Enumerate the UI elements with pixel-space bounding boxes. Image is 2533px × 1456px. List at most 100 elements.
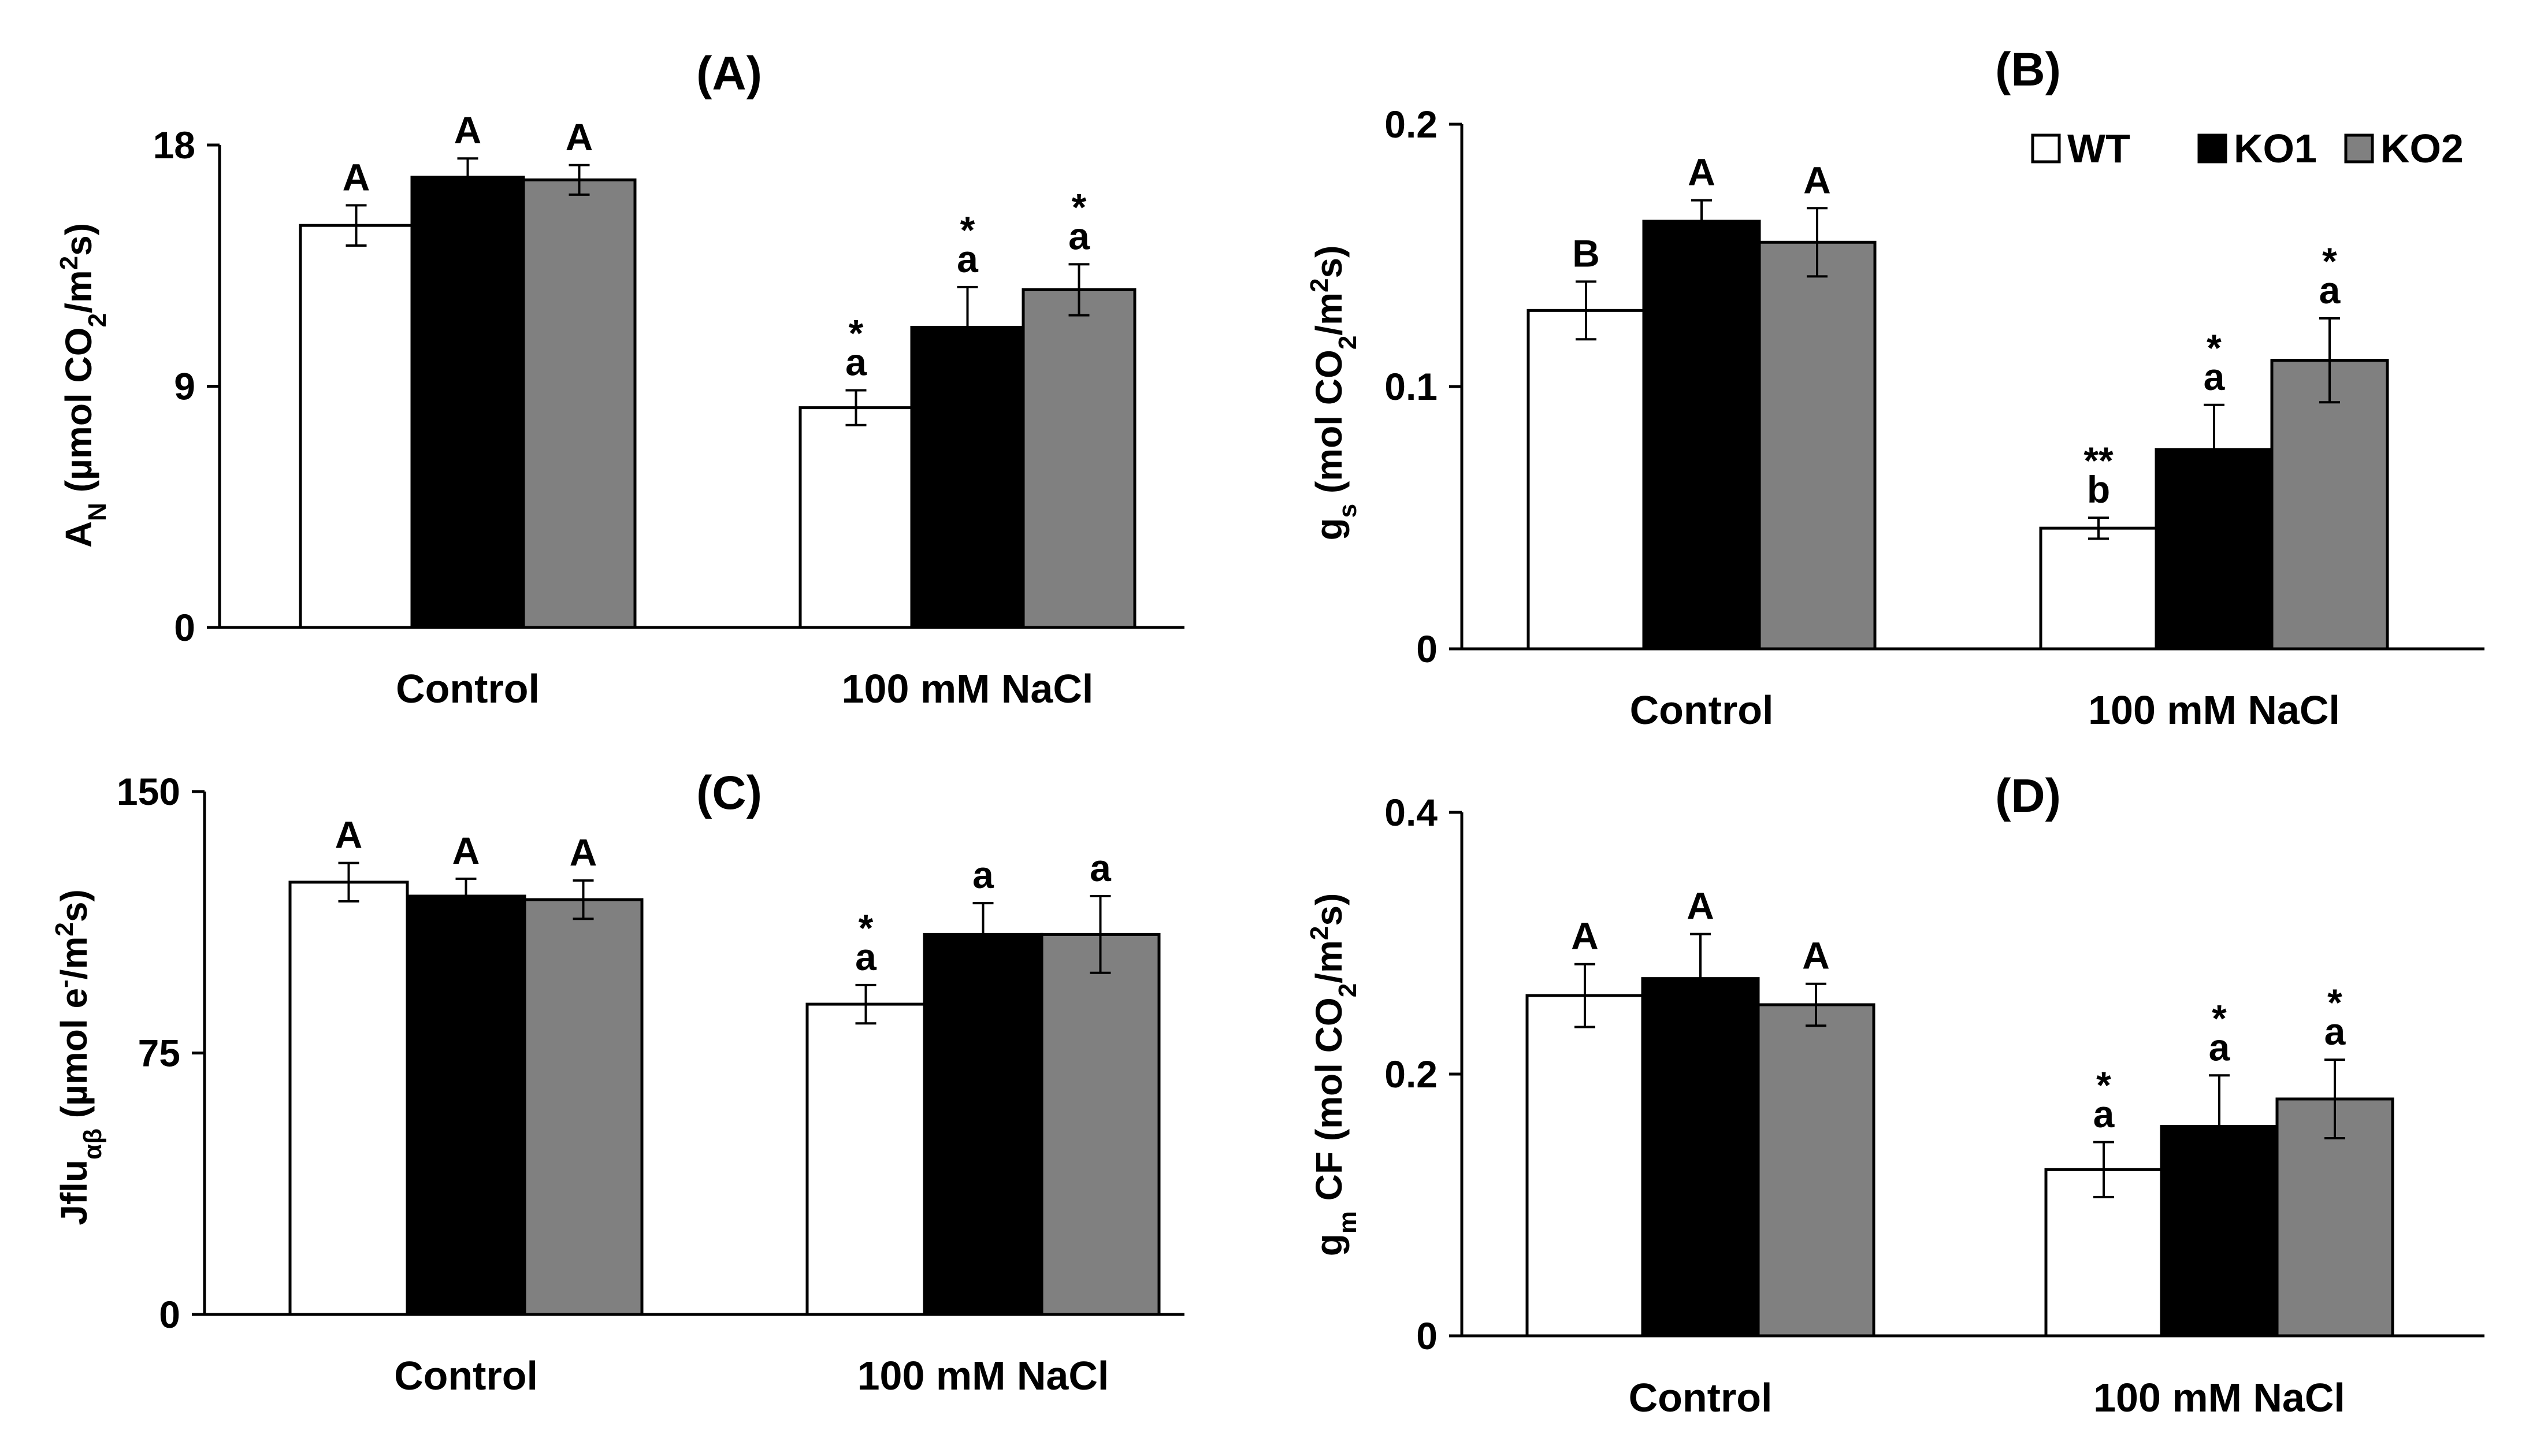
panel-a-ytick-label-1: 9 (174, 365, 195, 408)
panel-a-ylabel-unit-tail: s) (58, 223, 99, 256)
panel-d-title: (D) (1995, 770, 2061, 822)
panel-c-bar-wt-0 (288, 881, 409, 1316)
panel-d-ytick-label-1: 0.2 (1384, 1053, 1438, 1095)
panel-d-bar-ko2-0 (1756, 1003, 1875, 1338)
panel-c-ylabel-unit-sup0: - (50, 979, 79, 988)
panel-a-annotation-ko2-0-0: A (566, 116, 593, 158)
panel-d-annotation-wt-1-0: a (2093, 1093, 2115, 1135)
panel-c-ylabel-unit-sup: 2 (50, 922, 79, 936)
panel-a-bar-ko1-1 (910, 325, 1025, 629)
panel-d-plot: 00.20.4Aa*Aa*Aa*Control 100 mM NaCl (1384, 791, 2484, 1420)
legend-label-ko1: KO1 (2234, 126, 2317, 171)
panel-b-bar-ko2-0 (1758, 240, 1877, 651)
panel-b-ytick-label-0: 0 (1416, 627, 1438, 670)
panel-d-ylabel-unit-sub: 2 (1334, 983, 1362, 997)
panel-d-bar-wt-0 (1525, 994, 1644, 1338)
panel-b-category-label-1: 100 mM NaCl (2088, 688, 2340, 733)
panel-d-bar-ko1-0 (1641, 977, 1760, 1338)
panel-a-annotation-ko1-1-1: * (960, 209, 975, 251)
panel-c-bar-ko1-1 (923, 933, 1043, 1316)
panel-a-ylabel: AN (µmol CO2/m2s) (55, 223, 112, 548)
panel-a-ylabel-unit: (µmol CO (58, 328, 99, 503)
panel-c-ylabel-unit: (µmol e (53, 988, 95, 1128)
panel-b-bar-wt-0 (1527, 309, 1646, 651)
panel-c-annotation-wt-0-0: A (335, 814, 363, 856)
panel-d-category-label-1: 100 mM NaCl (2093, 1375, 2345, 1420)
panel-b-ylabel-unit-tail: s) (1308, 246, 1350, 278)
panel-a-annotation-ko2-1-1: * (1072, 185, 1087, 228)
panel-a-annotation-ko1-0-0: A (454, 109, 482, 151)
legend-swatch-wt (2031, 133, 2061, 164)
panel-a-ylabel-unit-end: /m (58, 270, 99, 313)
panel-d-ylabel-main: g (1308, 1234, 1350, 1256)
panel-b-ytick-label-2: 0.2 (1384, 103, 1438, 146)
panel-d-annotation-ko2-0-0: A (1802, 934, 1830, 977)
panel-a-category-label-1: 100 mM NaCl (842, 666, 1094, 711)
panel-b: (B) gs (mol CO2/m2s) 00.10.2Bb**Aa*Aa*Co… (1305, 43, 2484, 733)
panel-a-annotation-ko1-1-0: a (957, 237, 979, 280)
panel-a-bar-ko2-0 (522, 178, 637, 629)
panel-b-annotation-ko2-0-0: A (1803, 158, 1831, 201)
panel-a-annotation-ko2-1-0: a (1068, 214, 1090, 257)
panel-a-bar-wt-1 (798, 406, 913, 629)
panel-b-annotation-ko2-1-1: * (2322, 240, 2337, 283)
panel-c-category-label-1: 100 mM NaCl (857, 1353, 1109, 1398)
panel-b-annotation-wt-0-0: B (1572, 232, 1600, 274)
panel-c-ylabel-main: Jflu (53, 1160, 95, 1225)
panel-b-title: (B) (1995, 43, 2061, 96)
panel-d-annotation-ko2-1-0: a (2324, 1010, 2346, 1053)
panel-c-ytick-label-2: 150 (117, 770, 180, 813)
panel-b-ylabel-unit-sub: 2 (1334, 336, 1362, 350)
panel-c-title: (C) (696, 767, 762, 819)
panel-c-bar-ko2-1 (1040, 933, 1161, 1316)
panel-c-ylabel-sub: αβ (79, 1128, 107, 1160)
panel-d-ylabel: gm CF (mol CO2/m2s) (1305, 893, 1362, 1257)
panel-b-ylabel-unit-sup: 2 (1305, 278, 1334, 292)
panel-a-annotation-wt-0-0: A (343, 155, 370, 198)
panel-a-ytick-label-2: 18 (153, 124, 195, 166)
panel-d-annotation-ko1-1-0: a (2209, 1026, 2231, 1068)
panel-a-bar-wt-0 (299, 224, 414, 629)
panel-c-ylabel-unit-end: /m (53, 937, 95, 980)
panel-b-bar-ko1-0 (1642, 220, 1761, 651)
panel-c-ytick-label-0: 0 (159, 1293, 180, 1336)
legend-swatch-ko2 (2344, 133, 2374, 164)
panel-b-annotation-ko1-1-0: a (2204, 355, 2226, 398)
panel-b-annotation-wt-1-0: b (2087, 468, 2110, 511)
panel-d-annotation-wt-1-1: * (2096, 1064, 2111, 1106)
panel-c-bar-wt-1 (805, 1002, 926, 1316)
panel-a: (A) AN (µmol CO2/m2s) 0918Aa*Aa*Aa*Contr… (55, 47, 1184, 711)
panel-d: (D) gm CF (mol CO2/m2s) 00.20.4Aa*Aa*Aa*… (1305, 770, 2484, 1420)
panel-b-plot: 00.10.2Bb**Aa*Aa*Control 100 mM NaCl (1384, 103, 2484, 733)
panel-b-ylabel-sub: s (1334, 504, 1362, 518)
panel-a-ylabel-sub: N (83, 503, 112, 521)
panel-d-ylabel-sub: m (1334, 1211, 1362, 1234)
panel-c-ytick-label-1: 75 (138, 1032, 180, 1075)
legend-swatch-ko1 (2197, 133, 2227, 164)
panel-b-bar-ko2-1 (2270, 359, 2389, 651)
legend: WT KO1 KO2 (2031, 126, 2464, 171)
panel-d-ytick-label-2: 0.4 (1384, 791, 1438, 834)
panel-c-ylabel-unit-tail: s) (53, 889, 95, 922)
panel-b-ylabel-main: g (1308, 518, 1350, 540)
panel-d-annotation-ko1-0-0: A (1687, 885, 1714, 927)
panel-a-bar-ko2-1 (1022, 288, 1136, 629)
panel-c-annotation-wt-1-0: a (855, 935, 877, 978)
panel-c-category-label-0: Control (394, 1353, 538, 1398)
panel-a-ytick-label-0: 0 (174, 606, 195, 649)
panel-d-annotation-ko2-1-1: * (2327, 981, 2342, 1024)
panel-b-annotation-ko2-1-0: a (2319, 269, 2341, 311)
panel-c-bar-ko1-0 (406, 894, 526, 1316)
legend-label-ko2: KO2 (2380, 126, 2464, 171)
panel-d-ylabel-unit-sup: 2 (1305, 926, 1334, 940)
panel-b-annotation-ko1-0-0: A (1688, 151, 1715, 194)
panel-d-ylabel-unit-end: /m (1308, 940, 1350, 983)
panel-a-title: (A) (696, 47, 762, 100)
panel-c-ylabel: Jfluαβ (µmol e-/m2s) (50, 889, 107, 1225)
panel-d-bar-ko1-1 (2160, 1125, 2279, 1338)
panel-c-annotation-ko1-0-0: A (452, 829, 480, 872)
panel-b-bar-wt-1 (2039, 526, 2158, 651)
